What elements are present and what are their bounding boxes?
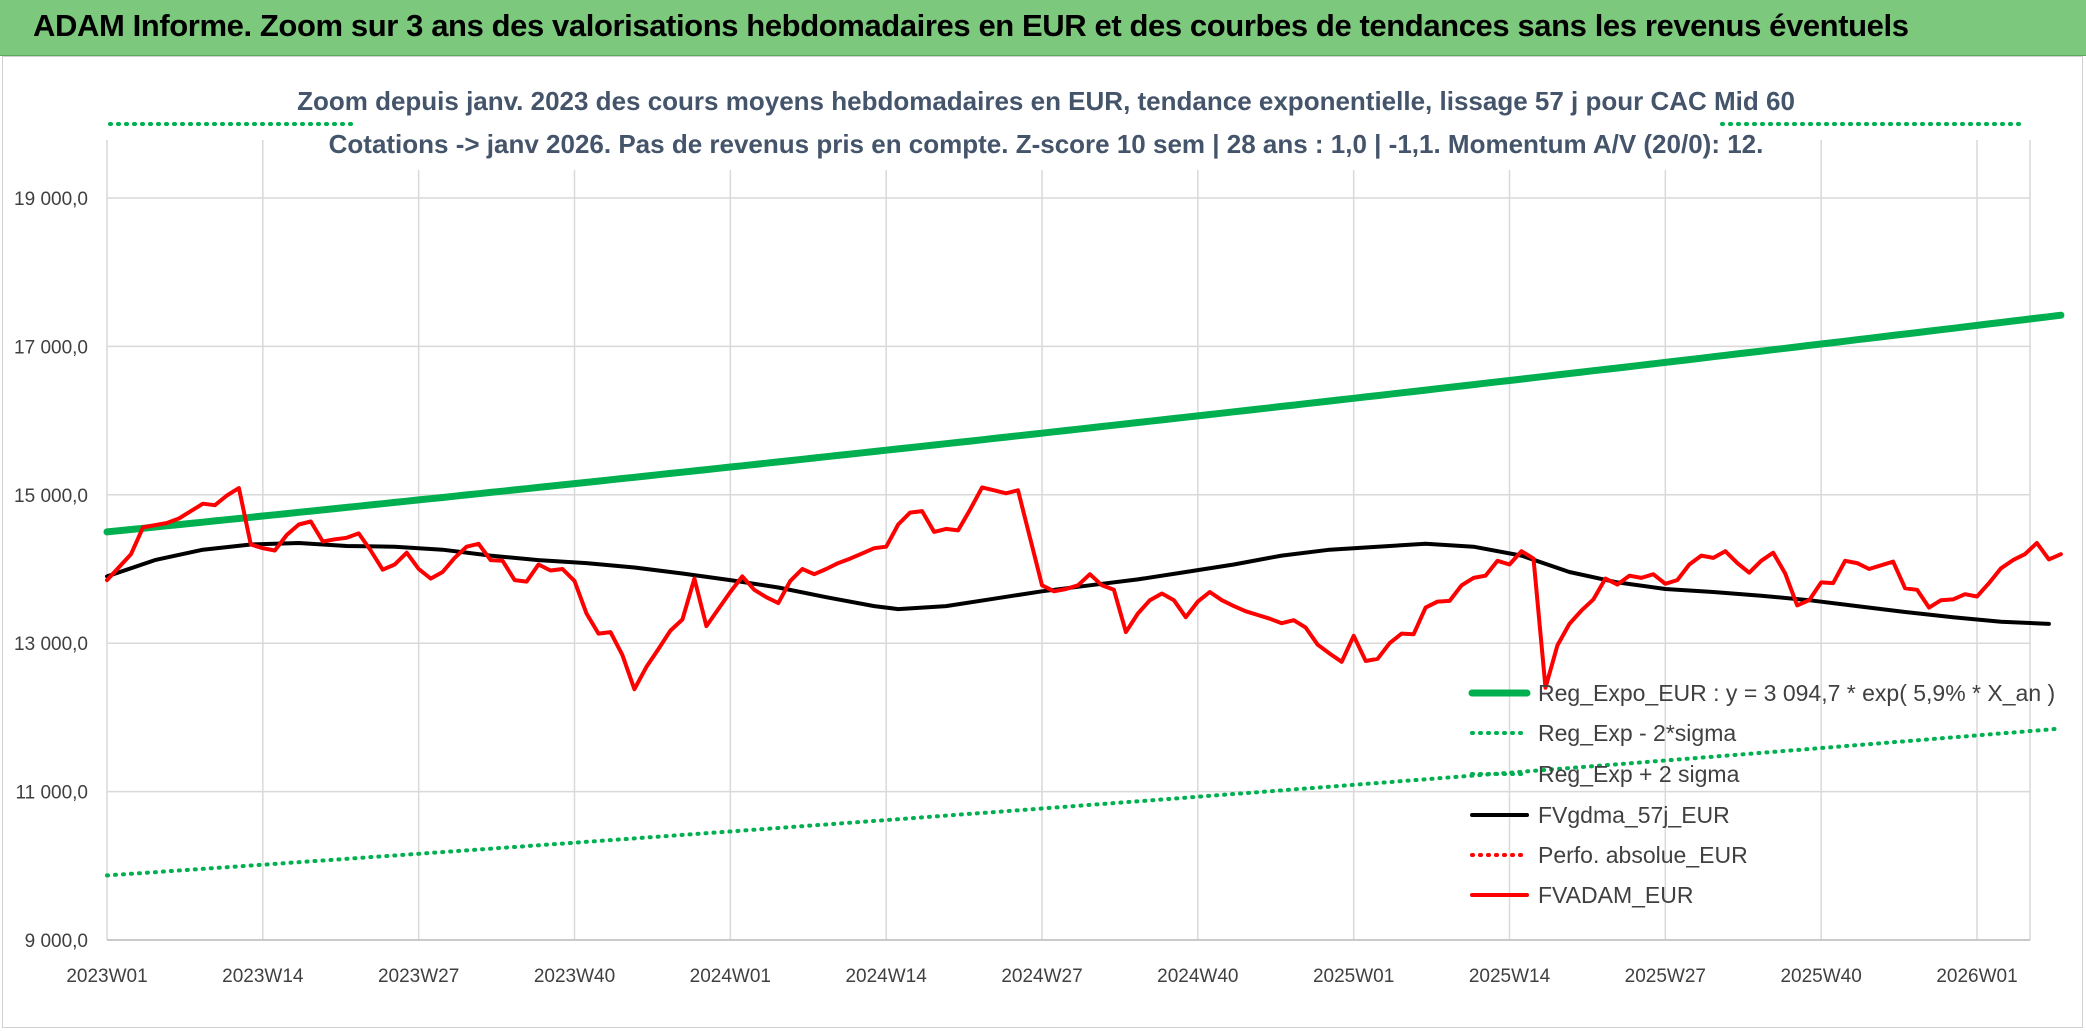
legend-label-0: Reg_Expo_EUR : y = 3 094,7 * exp( 5,9% *… <box>1538 680 2055 706</box>
y-tick-label: 11 000,0 <box>15 783 88 804</box>
chart-frame <box>2 56 2083 1028</box>
page-title: ADAM Informe. Zoom sur 3 ans des valoris… <box>33 8 1909 43</box>
legend-label-1: Reg_Exp - 2*sigma <box>1538 720 1736 746</box>
title-bar: ADAM Informe. Zoom sur 3 ans des valoris… <box>0 0 2086 56</box>
legend-label-4: Perfo. absolue_EUR <box>1538 842 1748 868</box>
x-tick-label: 2024W40 <box>1157 966 1238 987</box>
series-line-0 <box>103 311 2065 536</box>
subtitle-line-1: Zoom depuis janv. 2023 des cours moyens … <box>297 86 1795 116</box>
y-tick-label: 17 000,0 <box>14 337 88 358</box>
x-tick-label: 2025W40 <box>1780 966 1861 987</box>
subtitle-line-2: Cotations -> janv 2026. Pas de revenus p… <box>329 129 1764 159</box>
y-tick-label: 9 000,0 <box>25 931 88 952</box>
y-tick-label: 19 000,0 <box>14 189 88 210</box>
x-tick-label: 2024W14 <box>845 966 927 987</box>
x-tick-label: 2023W27 <box>378 966 459 987</box>
series-line-5 <box>105 485 2063 692</box>
x-tick-label: 2025W14 <box>1469 966 1551 987</box>
x-tick-label: 2026W01 <box>1936 966 2017 987</box>
x-tick-label: 2025W01 <box>1313 966 1394 987</box>
series-line-1 <box>105 726 2063 878</box>
x-tick-label: 2024W27 <box>1001 966 1082 987</box>
y-tick-label: 13 000,0 <box>14 634 88 655</box>
x-tick-label: 2023W40 <box>534 966 615 987</box>
x-tick-label: 2024W01 <box>690 966 771 987</box>
y-tick-label: 15 000,0 <box>14 486 88 507</box>
x-tick-label: 2023W01 <box>66 966 147 987</box>
x-tick-label: 2023W14 <box>222 966 304 987</box>
x-tick-label: 2025W27 <box>1625 966 1706 987</box>
legend-label-3: FVgdma_57j_EUR <box>1538 802 1730 828</box>
legend-label-5: FVADAM_EUR <box>1538 882 1694 908</box>
legend-label-2: Reg_Exp + 2 sigma <box>1538 761 1740 787</box>
